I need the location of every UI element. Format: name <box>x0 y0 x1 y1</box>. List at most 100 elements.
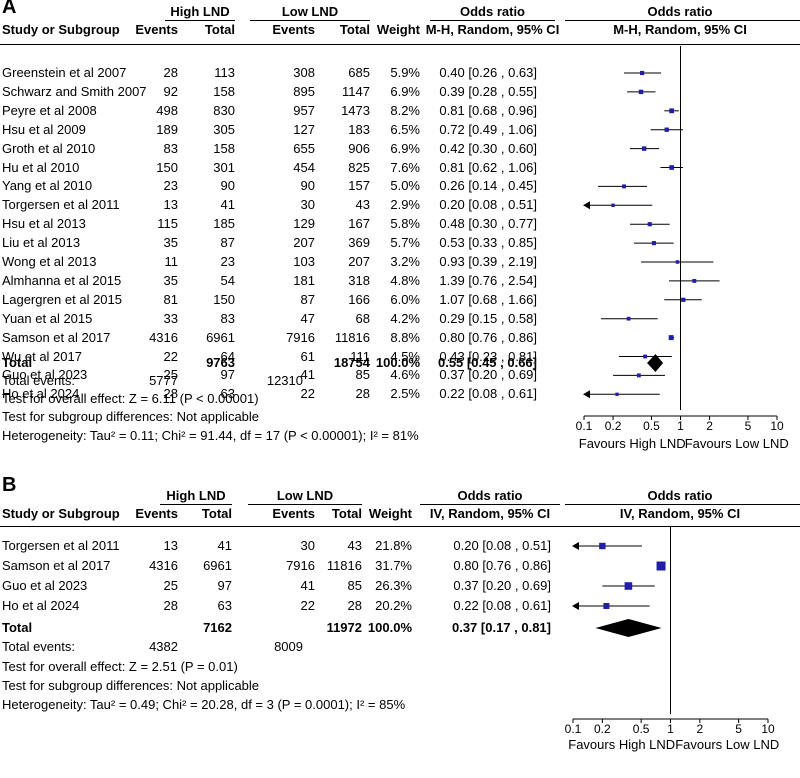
total-high: 63 <box>217 598 232 613</box>
footnote: Test for subgroup differences: Not appli… <box>2 678 260 693</box>
events-low: 7916 <box>286 329 315 345</box>
events-high: 33 <box>163 310 178 326</box>
total-high: 41 <box>220 197 235 213</box>
study-marker <box>622 184 627 189</box>
events-low: 41 <box>300 578 315 593</box>
total-high: 63 <box>220 386 235 402</box>
group1-rule <box>160 504 232 505</box>
events-high: 150 <box>156 159 178 175</box>
total-high: 830 <box>213 102 235 118</box>
total-low: 183 <box>348 121 370 137</box>
favours-left-label: Favours High LND <box>579 436 686 451</box>
total-low: 111 <box>350 348 370 364</box>
study-name: Guo et al 2023 <box>2 578 88 593</box>
study-odds-ratio: 0.43 [0.23 , 0.81] <box>439 348 537 364</box>
study-odds-ratio: 0.20 [0.08 , 0.51] <box>453 538 551 553</box>
study-odds-ratio: 0.39 [0.28 , 0.55] <box>439 83 537 99</box>
study-weight: 6.0% <box>390 291 420 307</box>
ci-arrow <box>583 390 590 399</box>
study-name: Hsu et al 2009 <box>2 121 86 137</box>
study-column-header: Study or Subgroup <box>2 22 120 37</box>
study-weight: 4.6% <box>390 367 420 383</box>
study-weight: 4.2% <box>390 310 420 326</box>
study-odds-ratio: 0.22 [0.08 , 0.61] <box>439 386 537 402</box>
total-label: Total <box>2 355 33 370</box>
x-tick-label: 0.1 <box>565 722 582 736</box>
total-high: 23 <box>220 254 235 269</box>
study-marker <box>664 127 669 132</box>
events-low: 895 <box>293 83 315 99</box>
study-name: Peyre et al 2008 <box>2 102 97 118</box>
events-high: 4316 <box>149 329 178 345</box>
total-events-high: 4382 <box>149 639 178 654</box>
study-marker <box>603 603 610 609</box>
total-low: 43 <box>347 538 362 553</box>
total-events-low: 8009 <box>274 639 303 654</box>
events-low: 22 <box>300 598 315 613</box>
group2-rule <box>250 20 370 21</box>
total-header: Total <box>204 22 235 37</box>
events-low: 103 <box>293 254 315 269</box>
plot-rule <box>565 20 800 21</box>
events-low: 308 <box>293 65 315 80</box>
study-odds-ratio: 0.37 [0.20 , 0.69] <box>439 367 537 383</box>
study-weight: 5.8% <box>390 216 420 232</box>
ci-arrow <box>572 542 579 550</box>
study-weight: 6.5% <box>390 121 420 137</box>
events-low: 957 <box>293 102 315 118</box>
total-weight: 100.0% <box>367 620 412 635</box>
study-column-header: Study or Subgroup <box>2 506 120 521</box>
study-marker <box>647 222 652 227</box>
total-header: Total <box>339 22 370 37</box>
events-low: 47 <box>300 310 315 326</box>
total-high: 6961 <box>206 329 235 345</box>
total-odds-ratio: 0.55 [0.45 , 0.66] <box>437 355 537 370</box>
total-low: 825 <box>348 159 370 175</box>
x-tick-label: 2 <box>706 419 713 433</box>
events-low: 207 <box>293 235 315 251</box>
study-odds-ratio: 0.93 [0.39 , 2.19] <box>439 254 537 269</box>
total-events-low: 12310 <box>266 373 303 388</box>
study-marker <box>643 354 648 359</box>
favours-left-label: Favours High LND <box>568 737 675 752</box>
total-high: 113 <box>214 65 235 80</box>
study-weight: 8.8% <box>390 329 420 345</box>
study-marker <box>599 542 606 550</box>
group2-rule <box>248 504 362 505</box>
or-column-title: Odds ratio <box>459 4 525 19</box>
total-low: 166 <box>348 291 370 307</box>
plot-rule <box>565 504 800 505</box>
study-odds-ratio: 0.80 [0.76 , 0.86] <box>439 329 537 345</box>
total-high: 54 <box>220 272 235 288</box>
header-divider <box>0 526 800 527</box>
total-low: 85 <box>347 578 362 593</box>
total-low: 369 <box>348 235 370 251</box>
x-tick-label: 0.5 <box>643 419 660 433</box>
study-marker <box>668 335 674 341</box>
footnote: Heterogeneity: Tau² = 0.49; Chi² = 20.28… <box>2 697 406 712</box>
study-odds-ratio: 0.20 [0.08 , 0.51] <box>439 197 537 213</box>
total-high: 97 <box>220 367 235 383</box>
total-high: 158 <box>213 140 235 156</box>
events-header: Events <box>135 506 178 521</box>
total-low-sum: 11972 <box>326 620 362 635</box>
events-high: 25 <box>163 578 178 593</box>
events-high: 81 <box>163 291 178 307</box>
total-high: 158 <box>213 83 235 99</box>
total-events-label: Total events: <box>2 639 75 654</box>
total-high: 150 <box>213 291 235 307</box>
x-tick-label: 0.2 <box>605 419 622 433</box>
x-tick-label: 1 <box>667 722 674 736</box>
events-high: 28 <box>163 598 178 613</box>
study-odds-ratio: 0.48 [0.30 , 0.77] <box>439 216 537 232</box>
study-marker <box>656 561 666 571</box>
study-marker <box>669 165 674 170</box>
events-high: 28 <box>163 65 178 80</box>
study-weight: 4.8% <box>390 272 420 288</box>
study-odds-ratio: 1.39 [0.76 , 2.54] <box>439 272 537 288</box>
study-name: Yang et al 2010 <box>2 178 93 194</box>
total-high: 41 <box>217 538 232 553</box>
study-marker <box>669 108 675 114</box>
study-weight: 8.2% <box>390 102 420 118</box>
study-marker <box>651 241 656 246</box>
